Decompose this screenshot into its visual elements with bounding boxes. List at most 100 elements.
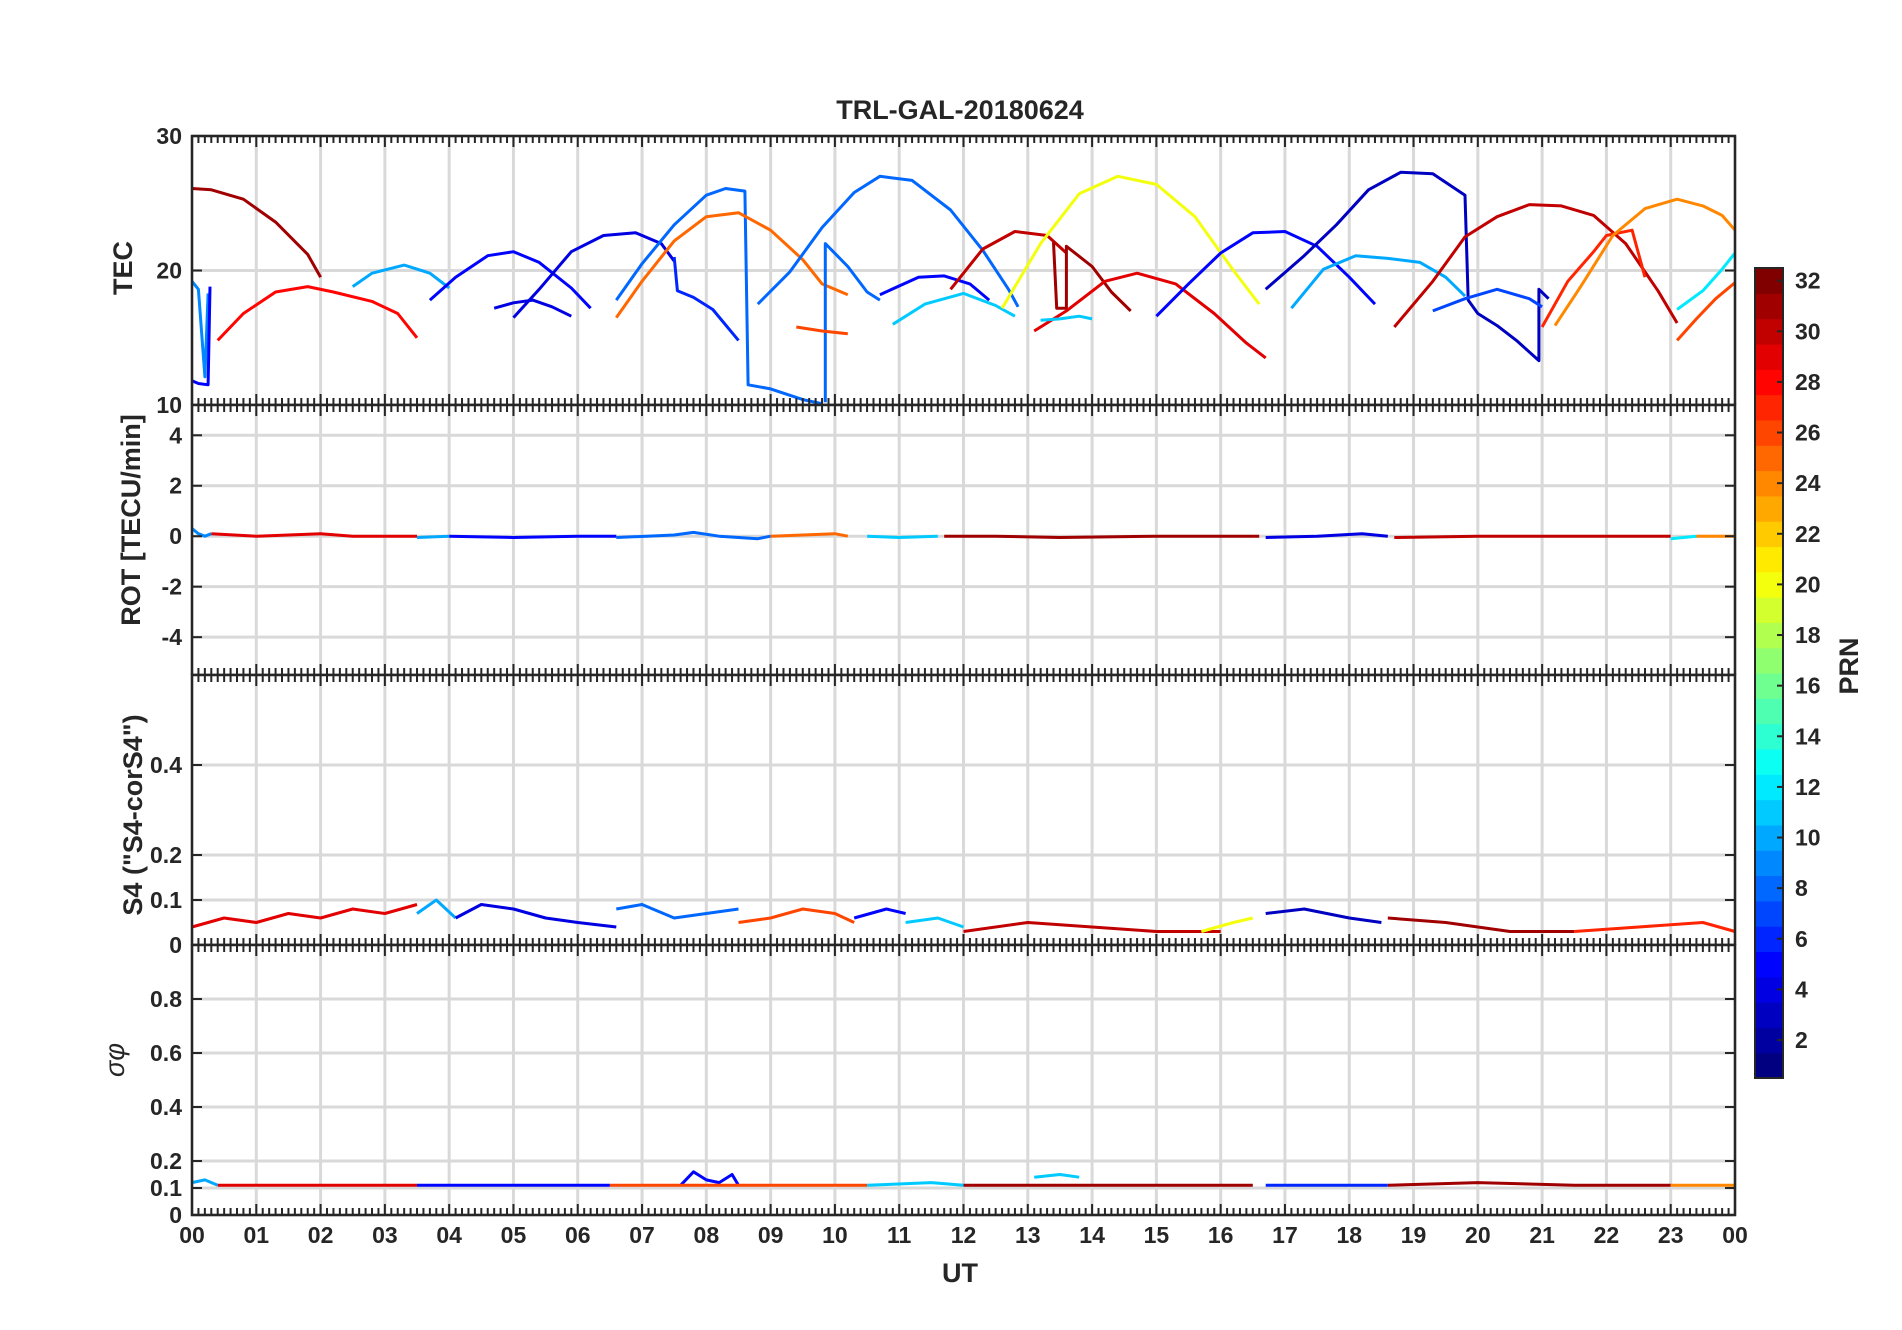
tec-series-prn-24-27 <box>1553 197 1737 327</box>
x-tick-label-23: 23 <box>1658 1222 1684 1248</box>
tec-ylabel: TEC <box>108 241 138 295</box>
colorbar-swatch-prn-19 <box>1755 597 1783 623</box>
rot-ylabel: ROT [TECU/min] <box>116 414 146 625</box>
x-tick-label-4: 04 <box>436 1222 462 1248</box>
tec-series-prn-5-5 <box>428 250 592 310</box>
tec-series-prn-5-14 <box>879 274 991 302</box>
x-axis-label: UT <box>942 1258 978 1288</box>
tec-series-prn-31-2 <box>191 187 322 278</box>
sigma-ytick-label-1: 0.1 <box>150 1175 182 1201</box>
tec-series-prn-11-20 <box>1040 314 1093 322</box>
s4-series-prn-30-7 <box>963 921 1221 933</box>
colorbar-swatch-prn-5 <box>1755 951 1783 978</box>
x-tick-label-11: 11 <box>887 1222 912 1248</box>
x-tick-label-2: 02 <box>308 1222 334 1248</box>
colorbar-swatch-prn-31 <box>1755 293 1783 320</box>
x-tick-label-8: 08 <box>694 1222 720 1248</box>
tec-series-prn-27-26 <box>1540 228 1647 328</box>
x-tick-label-0: 00 <box>179 1222 205 1248</box>
rot-series-prn-4-8 <box>1265 532 1388 539</box>
tec-series-prn-10-4 <box>351 263 451 290</box>
x-tick-label-5: 05 <box>501 1222 527 1248</box>
tec-series-prn-8-12 <box>823 242 881 403</box>
tec-series-prn-30-16 <box>949 230 1068 291</box>
sigma-ytick-label-3: 0.4 <box>150 1094 182 1120</box>
sigma-panel: 00.10.2 0.4 0.6 0.8 <box>150 943 1737 1228</box>
colorbar-swatch-prn-15 <box>1755 698 1783 725</box>
chart-title: TRL-GAL-20180624 <box>836 95 1084 125</box>
colorbar-tick-label-2: 6 <box>1795 926 1808 952</box>
colorbar-swatch-prn-17 <box>1755 647 1783 674</box>
x-tick-label-10: 10 <box>822 1222 848 1248</box>
tec-series-prn-26-13 <box>796 325 848 336</box>
colorbar-tick-label-1: 4 <box>1795 976 1808 1002</box>
rot-series-prn-12-10 <box>1670 534 1697 541</box>
x-tick-label-1: 01 <box>243 1222 269 1248</box>
s4-ytick-label-3: 0.4 <box>150 752 182 778</box>
x-tick-label-3: 03 <box>372 1222 398 1248</box>
tec-series-prn-26-28 <box>1675 281 1736 342</box>
s4-series-prn-8-3 <box>616 903 739 920</box>
x-tick-label-12: 12 <box>951 1222 977 1248</box>
x-tick-label-20: 20 <box>1465 1222 1491 1248</box>
tec-series-prn-9-0 <box>190 280 210 379</box>
rot-series-prn-5-3 <box>449 534 617 539</box>
colorbar-swatch-prn-9 <box>1755 850 1783 877</box>
colorbar-tick-label-11: 24 <box>1795 470 1821 496</box>
tec-series-prn-7-25 <box>1432 287 1543 313</box>
sigma-series-prn-5-3 <box>679 1170 740 1187</box>
colorbar-tick-label-12: 26 <box>1795 420 1821 446</box>
rot-ytick-label-2: 0 <box>169 523 182 549</box>
tec-series-prn-10-23 <box>1290 254 1467 310</box>
tec-ytick-label-0: 10 <box>156 392 182 418</box>
colorbar-tick-label-6: 14 <box>1795 723 1821 749</box>
colorbar-swatch-prn-25 <box>1755 445 1783 472</box>
tec-series-prn-4-6 <box>493 298 572 318</box>
tec-ytick-label-1: 20 <box>156 258 182 284</box>
colorbar-swatch-prn-23 <box>1755 495 1783 522</box>
s4-ytick-label-2: 0.2 <box>150 842 182 868</box>
tec-series-prn-5-21 <box>1155 230 1377 318</box>
colorbar-tick-label-8: 18 <box>1795 622 1821 648</box>
colorbar-frame <box>1754 267 1784 1079</box>
x-tick-label-17: 17 <box>1272 1222 1298 1248</box>
colorbar-swatch-prn-29 <box>1755 343 1783 370</box>
colorbar-tick-label-3: 8 <box>1795 875 1808 901</box>
x-tick-label-9: 09 <box>758 1222 784 1248</box>
tec-series-prn-3-22 <box>1264 170 1550 363</box>
tec-series-prn-28-3 <box>216 285 419 342</box>
x-axis: 00 01 02 03 04 05 06 07 08 09 10 11 12 13 14 15 16 17 18 19… <box>179 1222 1748 1248</box>
colorbar-swatch-prn-21 <box>1755 546 1783 573</box>
tec-series-prn-5-1 <box>191 286 212 387</box>
sigma-series-prn-11-7 <box>1034 1173 1080 1179</box>
s4-series-prn-29-0 <box>191 903 418 929</box>
x-tick-label-6: 06 <box>565 1222 591 1248</box>
colorbar-tick-label-4: 10 <box>1795 825 1821 851</box>
rot-series-prn-30-9 <box>1394 534 1671 539</box>
s4-series-prn-4-2 <box>454 903 617 929</box>
x-tick-label-7: 07 <box>629 1222 655 1248</box>
colorbar-swatch-prn-11 <box>1755 799 1783 826</box>
s4-series-prn-10-1 <box>416 898 457 920</box>
tec-series-prn-29-18 <box>1033 271 1267 360</box>
tec-series-prn-4-7 <box>512 231 676 319</box>
rot-series-prn-31-7 <box>944 534 1260 539</box>
tec-series-prn-20-19 <box>1000 174 1261 309</box>
sigma-series-prn-11-5 <box>867 1181 964 1187</box>
rot-series-prn-8-4 <box>616 530 771 541</box>
colorbar-tick-label-0: 2 <box>1795 1027 1808 1053</box>
colorbar-swatch-prn-7 <box>1755 900 1783 927</box>
x-tick-label-21: 21 <box>1529 1222 1555 1248</box>
tec-panel: 10 20 30 <box>156 123 1737 418</box>
sigma-series-prn-10-0 <box>191 1178 219 1187</box>
sigma-frame <box>190 943 1737 1217</box>
s4-ytick-label-1: 0.1 <box>150 887 182 913</box>
x-tick-label-19: 19 <box>1401 1222 1427 1248</box>
tec-series-prn-12-29 <box>1676 252 1737 311</box>
colorbar-swatch-prn-13 <box>1755 748 1783 775</box>
rot-ytick-label-3: 2 <box>169 473 182 499</box>
rot-series-prn-25-5 <box>770 532 849 538</box>
tec-series-prn-6-9 <box>672 256 740 342</box>
